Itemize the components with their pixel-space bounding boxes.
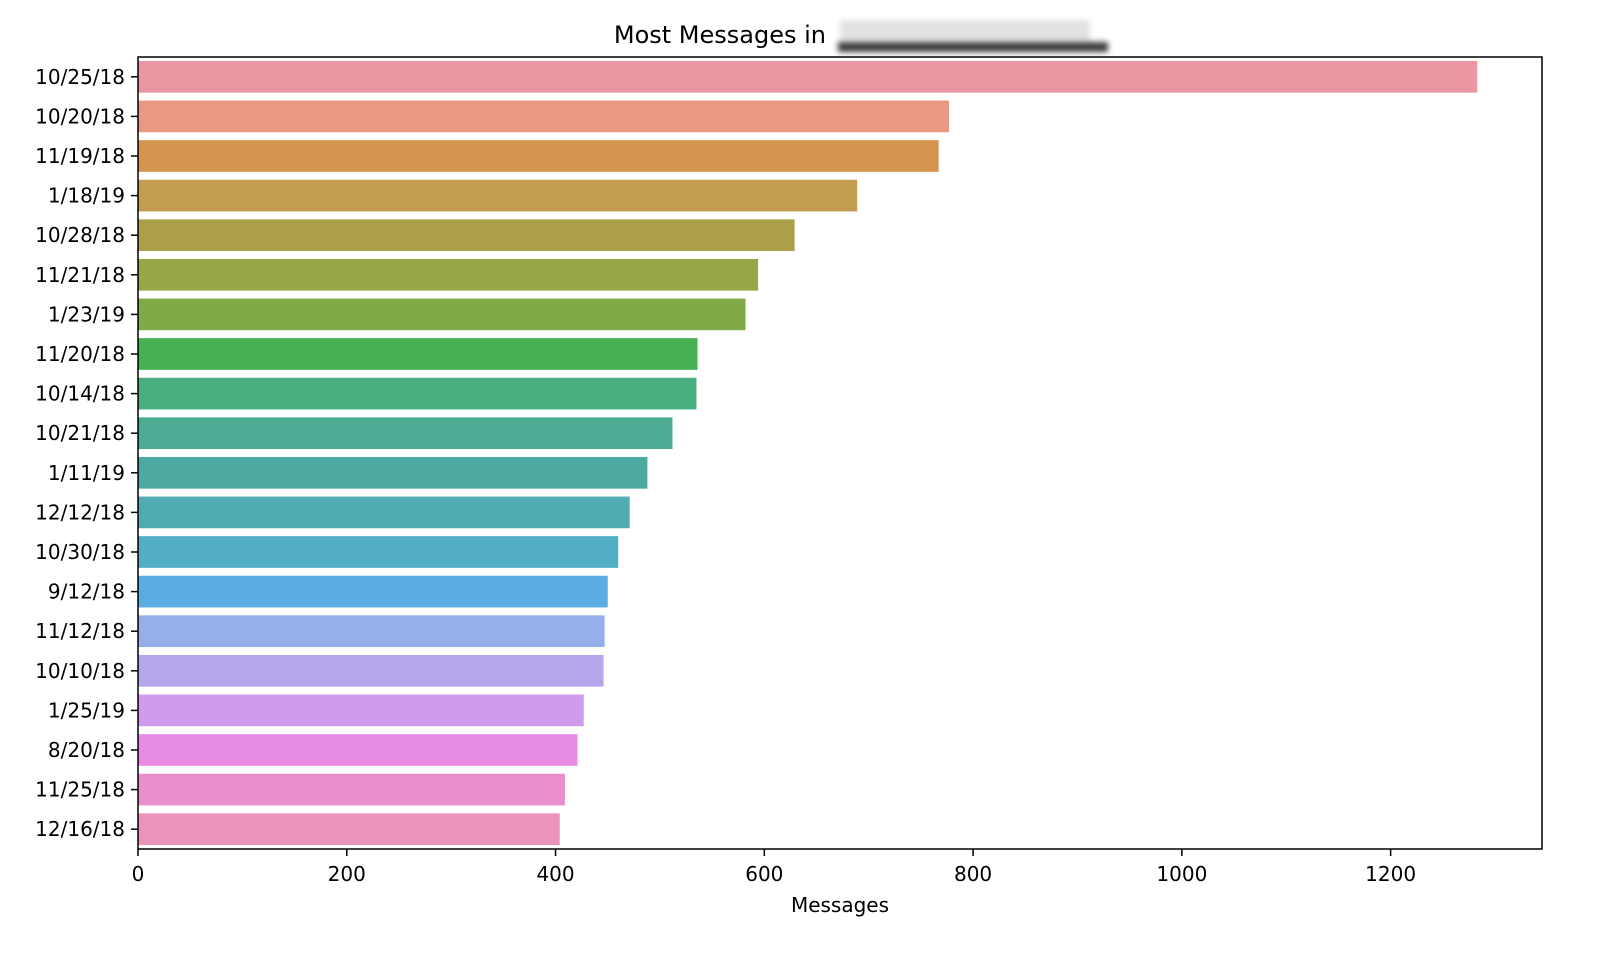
y-tick-label-13: 9/12/18 — [48, 580, 125, 604]
y-tick-label-2: 11/19/18 — [35, 144, 125, 168]
y-tick-label-19: 12/16/18 — [35, 817, 125, 841]
bar-16 — [138, 694, 584, 727]
bar-8 — [138, 377, 697, 410]
chart-title: Most Messages in — [614, 21, 826, 49]
y-tick-label-9: 10/21/18 — [35, 421, 125, 445]
y-tick-label-5: 11/21/18 — [35, 263, 125, 287]
bar-7 — [138, 338, 698, 370]
bar-12 — [138, 536, 619, 568]
bar-10 — [138, 456, 648, 489]
x-ticks: 0 200 400 600 800 1000 1200 — [132, 849, 1416, 886]
y-tick-labels: 10/25/18 10/20/18 11/19/18 1/18/19 10/28/18 1… — [35, 65, 138, 841]
bar-0 — [138, 60, 1478, 93]
x-tick-label-0: 0 — [132, 862, 145, 886]
bar-11 — [138, 496, 630, 529]
bar-19 — [138, 813, 560, 846]
chart-title-group: Most Messages in — [614, 20, 1108, 52]
y-tick-label-11: 12/12/18 — [35, 500, 125, 524]
y-tick-label-18: 11/25/18 — [35, 778, 125, 802]
bar-5 — [138, 258, 759, 291]
y-tick-label-14: 11/12/18 — [35, 619, 125, 643]
y-tick-label-16: 1/25/19 — [48, 698, 125, 722]
y-tick-label-10: 1/11/19 — [48, 461, 125, 485]
redacted-title-block — [838, 20, 1108, 52]
bar-13 — [138, 575, 608, 608]
y-tick-label-3: 1/18/19 — [48, 184, 125, 208]
bar-18 — [138, 773, 565, 806]
y-tick-label-1: 10/20/18 — [35, 104, 125, 128]
y-tick-label-8: 10/14/18 — [35, 382, 125, 406]
bar-17 — [138, 734, 578, 766]
y-tick-label-12: 10/30/18 — [35, 540, 125, 564]
x-axis-label: Messages — [791, 893, 889, 917]
y-tick-label-4: 10/28/18 — [35, 223, 125, 247]
y-tick-label-6: 1/23/19 — [48, 302, 125, 326]
y-tick-label-17: 8/20/18 — [48, 738, 125, 762]
bar-4 — [138, 219, 795, 252]
x-tick-label-1: 200 — [328, 862, 366, 886]
x-tick-label-5: 1000 — [1156, 862, 1207, 886]
y-tick-label-0: 10/25/18 — [35, 65, 125, 89]
bar-3 — [138, 179, 858, 212]
bar-2 — [138, 140, 939, 172]
y-tick-label-15: 10/10/18 — [35, 659, 125, 683]
y-tick-label-7: 11/20/18 — [35, 342, 125, 366]
x-tick-label-4: 800 — [954, 862, 992, 886]
bar-9 — [138, 417, 673, 450]
x-tick-label-3: 600 — [745, 862, 783, 886]
bar-14 — [138, 615, 605, 648]
x-tick-label-2: 400 — [536, 862, 574, 886]
x-tick-label-6: 1200 — [1365, 862, 1416, 886]
plot-frame — [137, 56, 1543, 850]
bar-15 — [138, 654, 604, 687]
bars-layer — [138, 60, 1478, 846]
bar-6 — [138, 298, 746, 331]
bar-1 — [138, 100, 950, 133]
